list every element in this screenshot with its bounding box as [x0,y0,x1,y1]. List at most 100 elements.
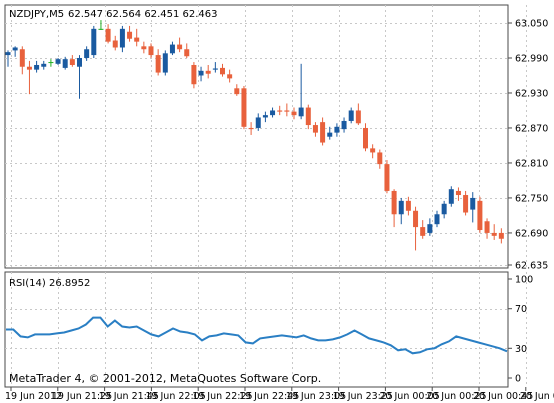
candle-body [62,59,68,68]
candle [334,123,340,137]
candle [191,62,197,89]
candle [427,218,433,236]
candle [441,200,447,219]
candle-body [212,68,218,70]
candle-body [77,57,82,67]
candle-body [127,31,133,39]
price-tick-label: 62.690 [515,228,548,239]
price-panel[interactable]: NZDJPY,M5 62.547 62.564 62.451 62.463 63… [4,4,554,272]
candle-body [355,110,361,124]
candle-body [434,214,440,225]
price-tick-label: 62.870 [515,123,548,134]
candle-body [298,107,304,117]
candle-body [169,44,175,54]
candle-body [262,115,268,118]
candle [55,57,61,65]
candle [348,107,354,124]
candle [105,24,111,44]
candle-body [312,125,318,133]
time-tick-label: 19 Jun 21:25 [52,391,112,402]
candle-body [148,46,154,56]
candle [320,117,326,146]
candle-body [341,120,347,130]
candle [262,111,268,123]
candle-body [162,53,168,73]
rsi-tick-label: 0 [515,374,521,385]
candle-body [498,232,504,239]
candle-body [470,197,476,210]
candle [305,104,311,130]
candle [341,117,347,133]
candle [270,107,276,118]
time-tick-label: 20 Jun 00:25 [426,391,486,402]
rsi-panel[interactable]: RSI(14) 26.8952 100 70 30 0 MetaTrader 4, ©… [4,271,554,388]
candle-body [34,64,40,70]
candle-body [370,148,376,153]
candle [212,62,218,73]
rsi-panel-frame [4,271,509,388]
candle-body [491,232,497,236]
candle-body [227,74,233,79]
candle-body [48,62,54,64]
candle [448,186,454,207]
time-tick-label: 19 Jun 22:25 [192,391,252,402]
candle-body [91,28,97,56]
candle-body [220,67,225,75]
price-tick-label: 62.750 [515,193,548,204]
candle [41,60,47,70]
candle [241,85,247,130]
candle-body [119,28,125,48]
candle-body [255,117,261,128]
candle-body [191,64,197,85]
candle-body [377,152,383,165]
copyright-text: MetaTrader 4, © 2001-2012, MetaQuotes So… [9,372,321,385]
ohlc-label: 62.547 62.564 62.451 62.463 [68,9,218,20]
candle [177,37,183,53]
price-tick-label: 62.930 [515,88,548,99]
candle-body [270,110,276,116]
candle [112,35,118,51]
candle-body [12,47,18,51]
candle-body [284,110,290,112]
candle [277,105,283,116]
candle [184,43,190,58]
candle [127,25,133,42]
time-tick-label: 19 Jun 22:45 [239,391,299,402]
candle [134,28,140,47]
price-panel-frame [4,4,509,269]
symbol-label: NZDJPY,M5 [9,9,64,20]
candle-body [277,110,283,112]
candle-body [291,111,297,116]
candle [26,60,32,95]
candle [77,55,82,99]
candle-body [198,70,204,76]
candle-body [112,40,118,48]
candle-body [105,28,111,42]
rsi-label: RSI(14) 26.8952 [9,278,90,289]
price-grid [5,5,527,268]
candle [141,41,147,54]
candle [284,103,290,117]
candle-body [413,210,419,228]
candle-body [363,127,368,149]
candle-body [26,66,32,70]
candle [484,218,490,239]
candle [377,149,383,169]
rsi-tick-label: 100 [515,275,533,286]
candle-body [484,221,490,233]
candle-body [205,70,211,74]
candle-body [5,52,11,56]
price-tick-label: 62.635 [515,261,548,272]
candle-body [305,107,311,126]
time-tick-label: 19 Jun 23:25 [333,391,393,402]
candle [162,50,168,76]
candle-body [384,164,390,191]
candle-body [84,49,90,58]
candle [69,55,75,67]
candle [119,25,125,53]
rsi-tick-label: 30 [515,344,527,355]
price-tick-label: 63.050 [515,19,548,30]
candle [291,107,297,120]
